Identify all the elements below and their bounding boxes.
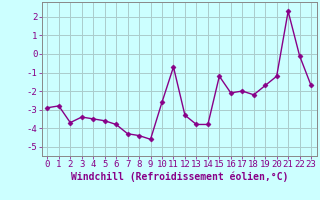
X-axis label: Windchill (Refroidissement éolien,°C): Windchill (Refroidissement éolien,°C) xyxy=(70,172,288,182)
